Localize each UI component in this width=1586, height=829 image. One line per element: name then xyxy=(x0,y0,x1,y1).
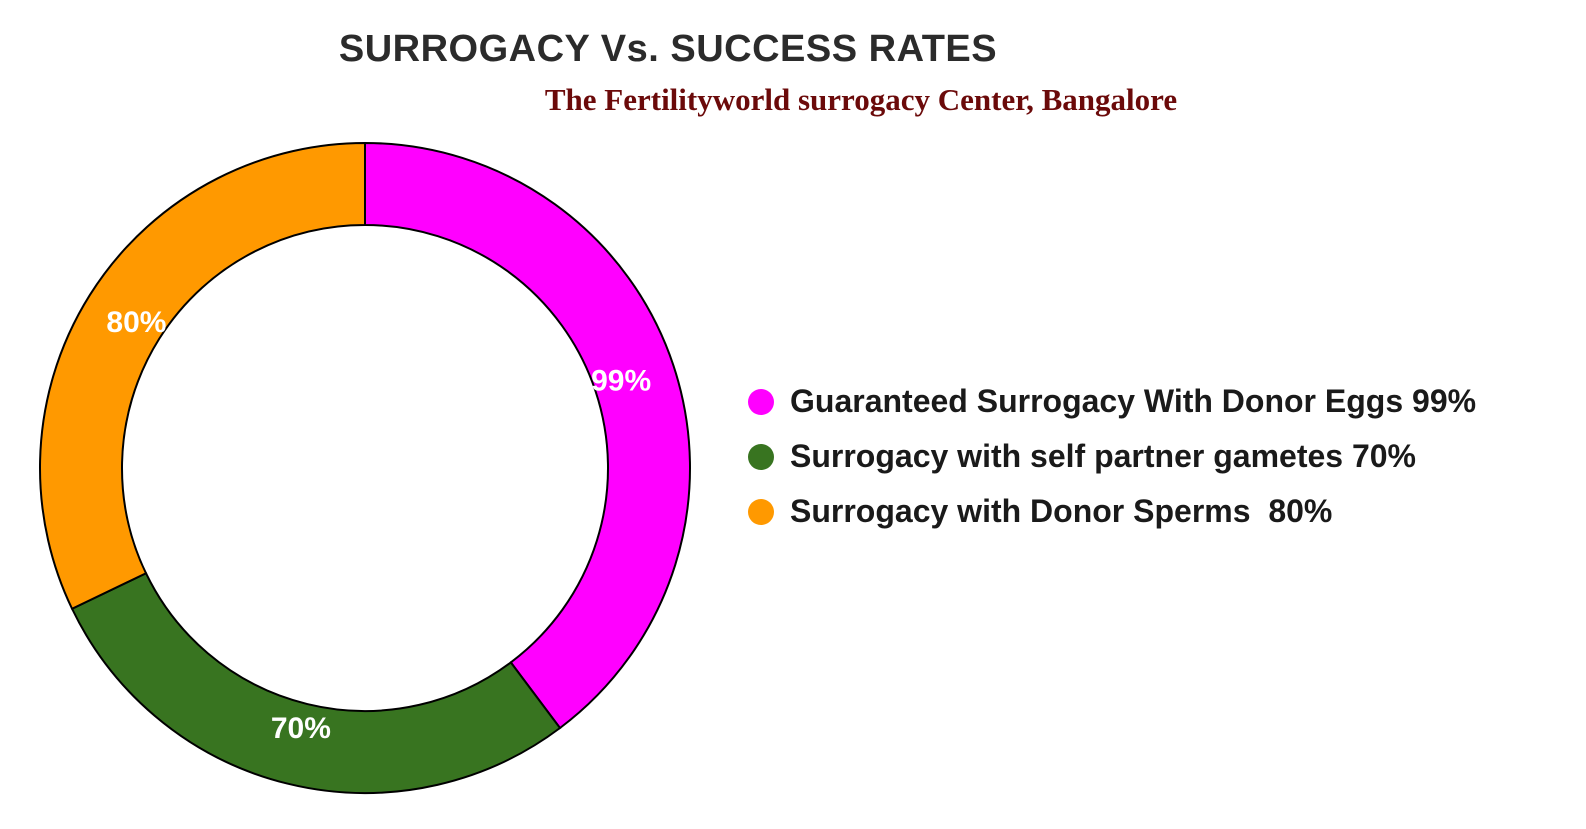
legend-item-self-partner[interactable]: Surrogacy with self partner gametes 70% xyxy=(748,429,1476,484)
legend-label-donor-sperms: Surrogacy with Donor Sperms 80% xyxy=(790,493,1333,529)
donut-chart: 99% 70% 80% xyxy=(39,141,691,794)
legend-swatch-self-partner xyxy=(748,443,774,470)
legend-label-donor-eggs: Guaranteed Surrogacy With Donor Eggs 99% xyxy=(790,383,1477,419)
data-label-2: 80% xyxy=(106,306,166,339)
data-label-1: 70% xyxy=(271,712,331,745)
data-label-0: 99% xyxy=(591,365,651,398)
donut-slice-1[interactable] xyxy=(70,571,562,794)
chart-title: SURROGACY Vs. SUCCESS RATES xyxy=(338,28,998,70)
donut-slice-2[interactable] xyxy=(39,141,366,611)
donut-slice-0[interactable] xyxy=(364,141,691,730)
chart-legend: Guaranteed Surrogacy With Donor Eggs 99%… xyxy=(748,374,1476,539)
legend-item-donor-eggs[interactable]: Guaranteed Surrogacy With Donor Eggs 99% xyxy=(748,374,1476,429)
chart-subtitle: The Fertilityworld surrogacy Center, Ban… xyxy=(544,82,1178,117)
legend-label-self-partner: Surrogacy with self partner gametes 70% xyxy=(790,438,1416,474)
legend-swatch-donor-eggs xyxy=(748,388,774,415)
legend-item-donor-sperms[interactable]: Surrogacy with Donor Sperms 80% xyxy=(748,484,1476,539)
legend-swatch-donor-sperms xyxy=(748,498,774,525)
